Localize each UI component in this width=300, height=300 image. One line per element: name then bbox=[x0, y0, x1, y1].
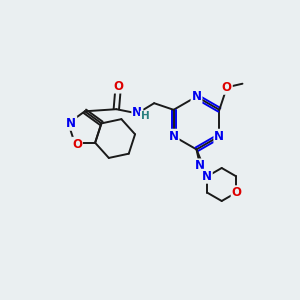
Text: N: N bbox=[132, 106, 142, 119]
Text: O: O bbox=[232, 186, 242, 199]
Text: N: N bbox=[191, 90, 202, 103]
Text: O: O bbox=[222, 81, 232, 94]
Text: N: N bbox=[66, 117, 76, 130]
Text: H: H bbox=[141, 111, 149, 122]
Text: N: N bbox=[202, 170, 212, 183]
Text: N: N bbox=[195, 159, 205, 172]
Text: O: O bbox=[113, 80, 123, 93]
Text: N: N bbox=[214, 130, 224, 143]
Text: O: O bbox=[72, 138, 82, 151]
Text: N: N bbox=[169, 130, 178, 143]
